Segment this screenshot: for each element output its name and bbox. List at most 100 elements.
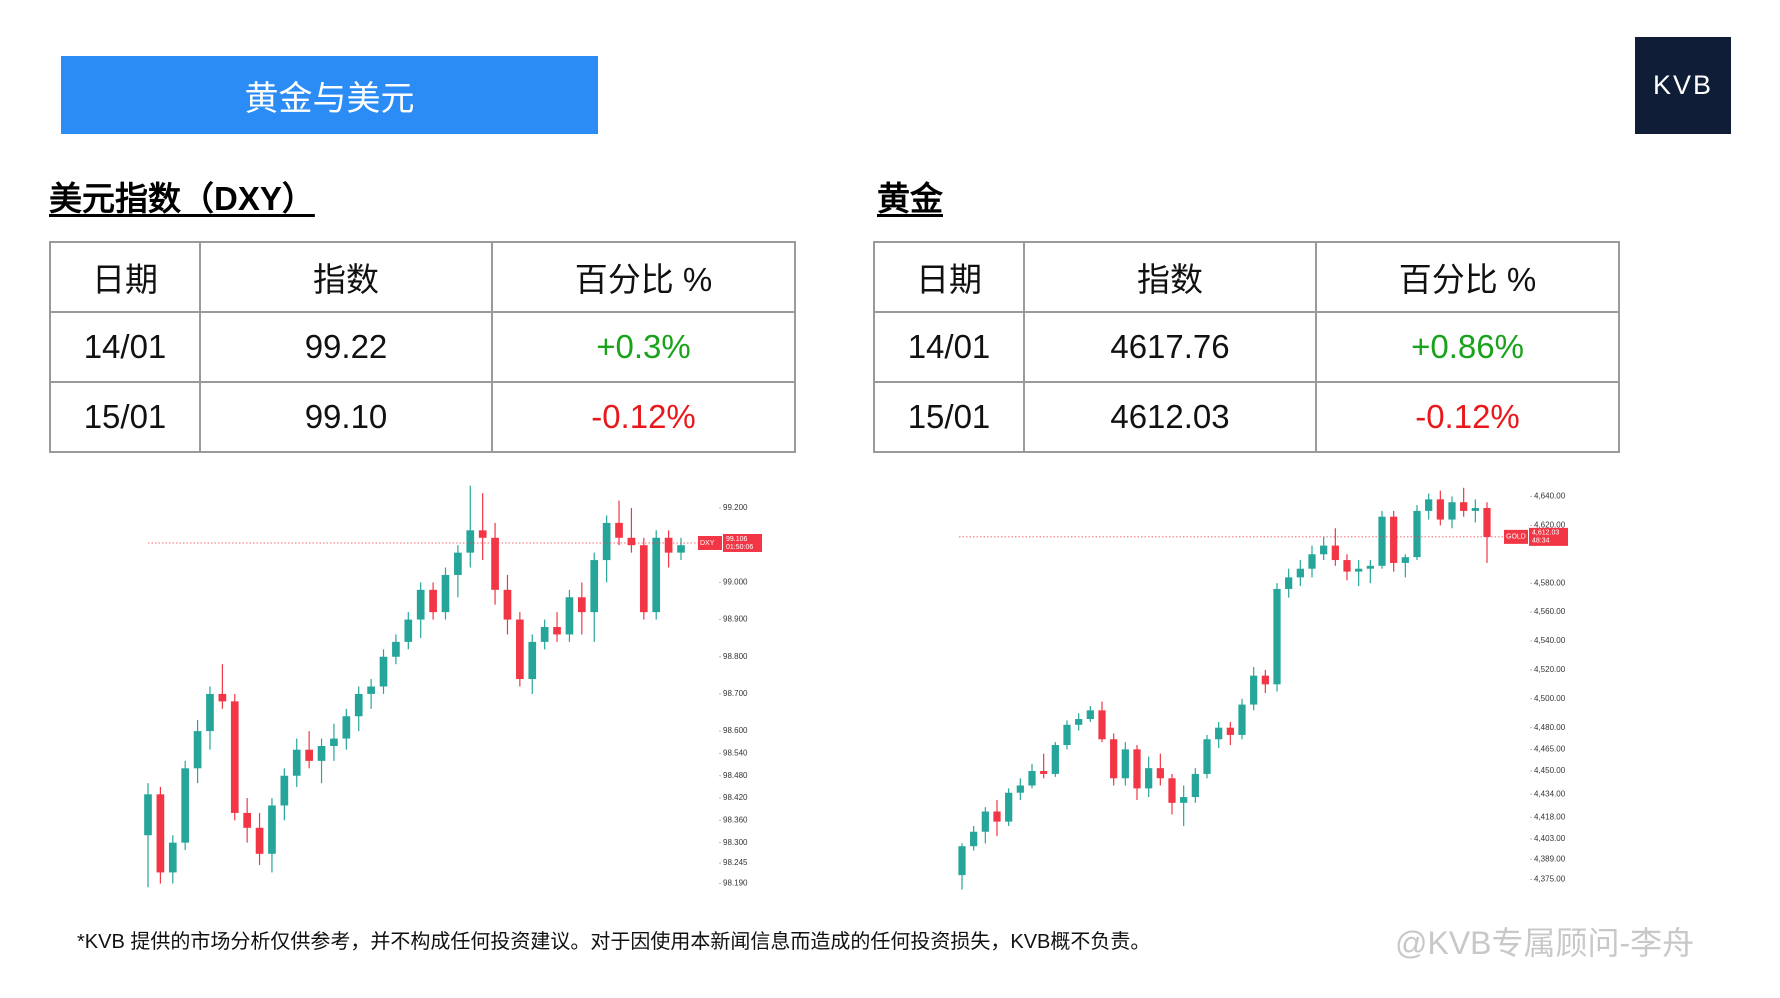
candle-body xyxy=(1285,577,1293,589)
table-cell: -0.12% xyxy=(491,381,796,453)
y-tick-label: 4,580.00 xyxy=(1534,578,1566,587)
y-tick-label: 98.800 xyxy=(723,652,748,661)
countdown-label: 48:34 xyxy=(1532,538,1550,545)
candle-body xyxy=(156,794,165,873)
candle-body xyxy=(1378,516,1386,566)
candle-body xyxy=(565,597,574,635)
y-tick-label: 4,520.00 xyxy=(1534,665,1566,674)
logo: KVB xyxy=(1635,37,1731,134)
candle-body xyxy=(540,627,549,642)
candle-body xyxy=(553,627,561,635)
candle-body xyxy=(1296,568,1304,578)
candle-body xyxy=(243,812,252,828)
table-row: 日期 指数 百分比 % xyxy=(49,241,796,313)
candle-body xyxy=(1390,516,1398,563)
candle-body xyxy=(528,641,537,680)
candle-body xyxy=(1016,785,1024,793)
table-cell: 14/01 xyxy=(49,311,201,383)
y-tick-label: 4,389.00 xyxy=(1534,854,1566,863)
candle-body xyxy=(516,619,524,680)
candle-body xyxy=(416,589,425,620)
y-tick-label: 4,560.00 xyxy=(1534,607,1566,616)
candle-body xyxy=(1343,560,1351,572)
candle-body xyxy=(392,641,400,657)
section-heading: 黄金 xyxy=(877,180,943,217)
candle-body xyxy=(1051,745,1059,774)
symbol-label: GOLD xyxy=(1506,534,1526,541)
y-tick-label: 98.700 xyxy=(723,689,748,698)
banner: 黄金与美元 xyxy=(61,56,598,134)
candle-body xyxy=(1308,554,1316,569)
y-tick-label: 4,403.00 xyxy=(1534,834,1566,843)
table-row: 14/01 4617.76 +0.86% xyxy=(873,311,1620,383)
candle-body xyxy=(441,574,450,613)
candle-body xyxy=(218,693,227,702)
candle-body xyxy=(168,842,177,873)
candle-body xyxy=(1355,568,1363,572)
candle-body xyxy=(1203,739,1211,774)
candle-body xyxy=(1250,675,1258,705)
candle-body xyxy=(1168,778,1176,803)
candle-body xyxy=(970,831,978,847)
candle-body xyxy=(1238,704,1246,735)
disclaimer: *KVB 提供的市场分析仅供参考，并不构成任何投资建议。对于因使用本新闻信息而造… xyxy=(77,931,1151,953)
candle-body xyxy=(466,530,475,553)
candle-body xyxy=(1075,719,1083,725)
candle-body xyxy=(1460,502,1468,511)
y-tick-label: 98.190 xyxy=(723,879,748,888)
y-tick-label: 98.900 xyxy=(723,615,748,624)
table-cell: 指数 xyxy=(199,241,493,313)
candle-body xyxy=(478,530,487,538)
candle-body xyxy=(144,794,152,836)
table-cell: 4612.03 xyxy=(1023,381,1317,453)
y-tick-label: 98.420 xyxy=(723,793,748,802)
candle-body xyxy=(206,693,214,732)
candle-body xyxy=(1436,499,1444,520)
candle-body xyxy=(379,656,388,687)
candle-body xyxy=(491,537,499,590)
candle-body xyxy=(1028,771,1036,786)
table-cell: 14/01 xyxy=(873,311,1025,383)
table-cell: 4617.76 xyxy=(1023,311,1317,383)
price-label: 99.106 xyxy=(726,536,748,543)
candle-body xyxy=(317,745,326,761)
candle-body xyxy=(590,560,599,613)
candle-body xyxy=(1110,739,1118,779)
table-cell: +0.3% xyxy=(491,311,796,383)
table-cell: 日期 xyxy=(873,241,1025,313)
candle-body xyxy=(1273,588,1281,685)
watermark: @KVB专属顾问-李舟 xyxy=(1395,925,1695,961)
table-cell: 99.10 xyxy=(199,381,493,453)
table-row: 14/01 99.22 +0.3% xyxy=(49,311,796,383)
y-tick-label: 4,450.00 xyxy=(1534,766,1566,775)
candle-body xyxy=(342,716,351,739)
y-tick-label: 98.360 xyxy=(723,815,748,824)
candle-body xyxy=(1448,502,1456,520)
y-tick-label: 99.200 xyxy=(723,503,748,512)
candle-body xyxy=(677,545,685,553)
table: 日期 指数 百分比 % 14/01 99.22 +0.3% 15/01 99.10 -0.12% xyxy=(49,241,796,453)
y-tick-label: 4,375.00 xyxy=(1534,875,1566,884)
candle-body xyxy=(1425,499,1433,511)
candle-body xyxy=(1040,771,1048,774)
candle-body xyxy=(1156,768,1164,779)
candle-body xyxy=(1098,710,1106,740)
candle-body xyxy=(1086,710,1094,720)
table-cell: 15/01 xyxy=(873,381,1025,453)
table: 日期 指数 百分比 % 14/01 4617.76 +0.86% 15/01 4612.03-… xyxy=(873,241,1620,453)
candle-body xyxy=(330,738,338,746)
candle-body xyxy=(615,522,623,538)
candle-body xyxy=(1133,749,1141,789)
candle-body xyxy=(664,537,673,553)
candle-body xyxy=(1413,510,1421,558)
candle-body xyxy=(1145,768,1153,789)
candle-body xyxy=(454,552,462,575)
candle-body xyxy=(1366,565,1374,569)
y-tick-label: 4,500.00 xyxy=(1534,694,1566,703)
candle-body xyxy=(981,811,989,832)
table-cell: 百分比 % xyxy=(491,241,796,313)
candle-body xyxy=(627,537,636,546)
candle-body xyxy=(993,811,1001,822)
candle-body xyxy=(1471,508,1479,511)
